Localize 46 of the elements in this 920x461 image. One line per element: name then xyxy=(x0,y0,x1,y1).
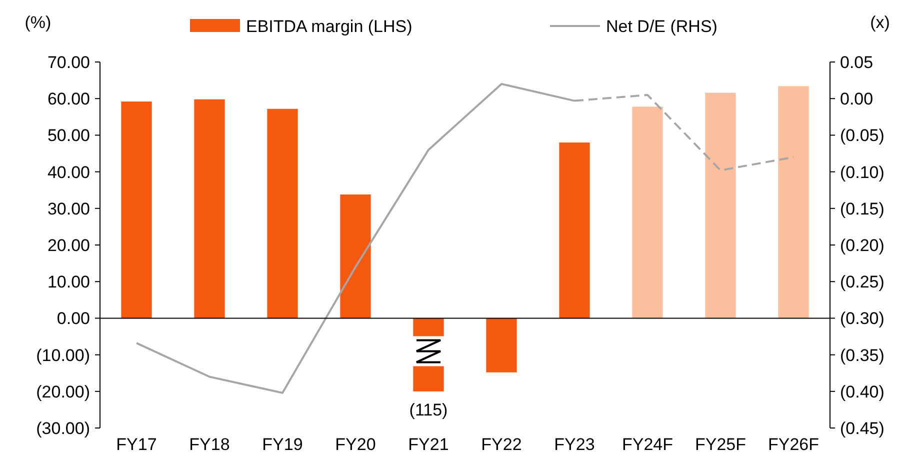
y-tick-label: (30.00) xyxy=(36,418,90,438)
y2-axis-title: (x) xyxy=(870,13,890,32)
bar xyxy=(121,102,152,318)
bar xyxy=(486,318,517,372)
legend-label: Net D/E (RHS) xyxy=(606,16,718,36)
y2-tick-label: (0.40) xyxy=(840,382,884,402)
y2-tick-label: 0.05 xyxy=(840,52,874,72)
x-tick-label: FY19 xyxy=(262,435,303,454)
bar xyxy=(778,86,809,318)
bar xyxy=(705,92,736,318)
x-tick-label: FY23 xyxy=(554,435,595,454)
x-tick-label: FY18 xyxy=(189,435,230,454)
y-tick-label: 30.00 xyxy=(47,199,90,218)
legend-label: EBITDA margin (LHS) xyxy=(246,16,412,36)
y2-tick-label: (0.45) xyxy=(840,418,884,438)
y2-tick-label: (0.05) xyxy=(840,126,884,146)
y-tick-label: 20.00 xyxy=(47,236,90,255)
y2-tick-label: (0.10) xyxy=(840,162,884,182)
annotation: (115) xyxy=(409,400,448,420)
y-tick-label: 40.00 xyxy=(47,162,90,182)
y-tick-label: (10.00) xyxy=(36,346,90,365)
y2-tick-label: 0.00 xyxy=(840,90,874,109)
y2-tick-label: (0.30) xyxy=(840,309,884,328)
y2-tick-label: (0.35) xyxy=(840,346,884,365)
y-tick-label: 10.00 xyxy=(47,272,90,292)
bar xyxy=(559,142,590,318)
x-tick-label: FY17 xyxy=(116,435,157,454)
x-tick-label: FY24F xyxy=(622,435,674,454)
y-tick-label: 0.00 xyxy=(56,309,90,328)
bar xyxy=(194,99,225,318)
x-tick-label: FY20 xyxy=(335,435,376,454)
y2-tick-label: (0.25) xyxy=(840,272,884,292)
x-tick-label: FY26F xyxy=(768,435,820,454)
x-tick-label: FY22 xyxy=(481,435,522,454)
y-tick-label: 70.00 xyxy=(47,52,90,72)
y-tick-label: 50.00 xyxy=(47,126,90,146)
bar xyxy=(267,108,298,318)
x-tick-label: FY21 xyxy=(408,435,449,454)
y-axis-title: (%) xyxy=(24,13,52,32)
bar xyxy=(340,194,371,318)
bar xyxy=(632,106,663,318)
y-tick-label: 60.00 xyxy=(47,90,90,109)
y2-tick-label: (0.15) xyxy=(840,199,884,218)
x-tick-label: FY25F xyxy=(694,435,746,454)
y-tick-label: (20.00) xyxy=(36,382,90,402)
y2-tick-label: (0.20) xyxy=(840,236,884,255)
